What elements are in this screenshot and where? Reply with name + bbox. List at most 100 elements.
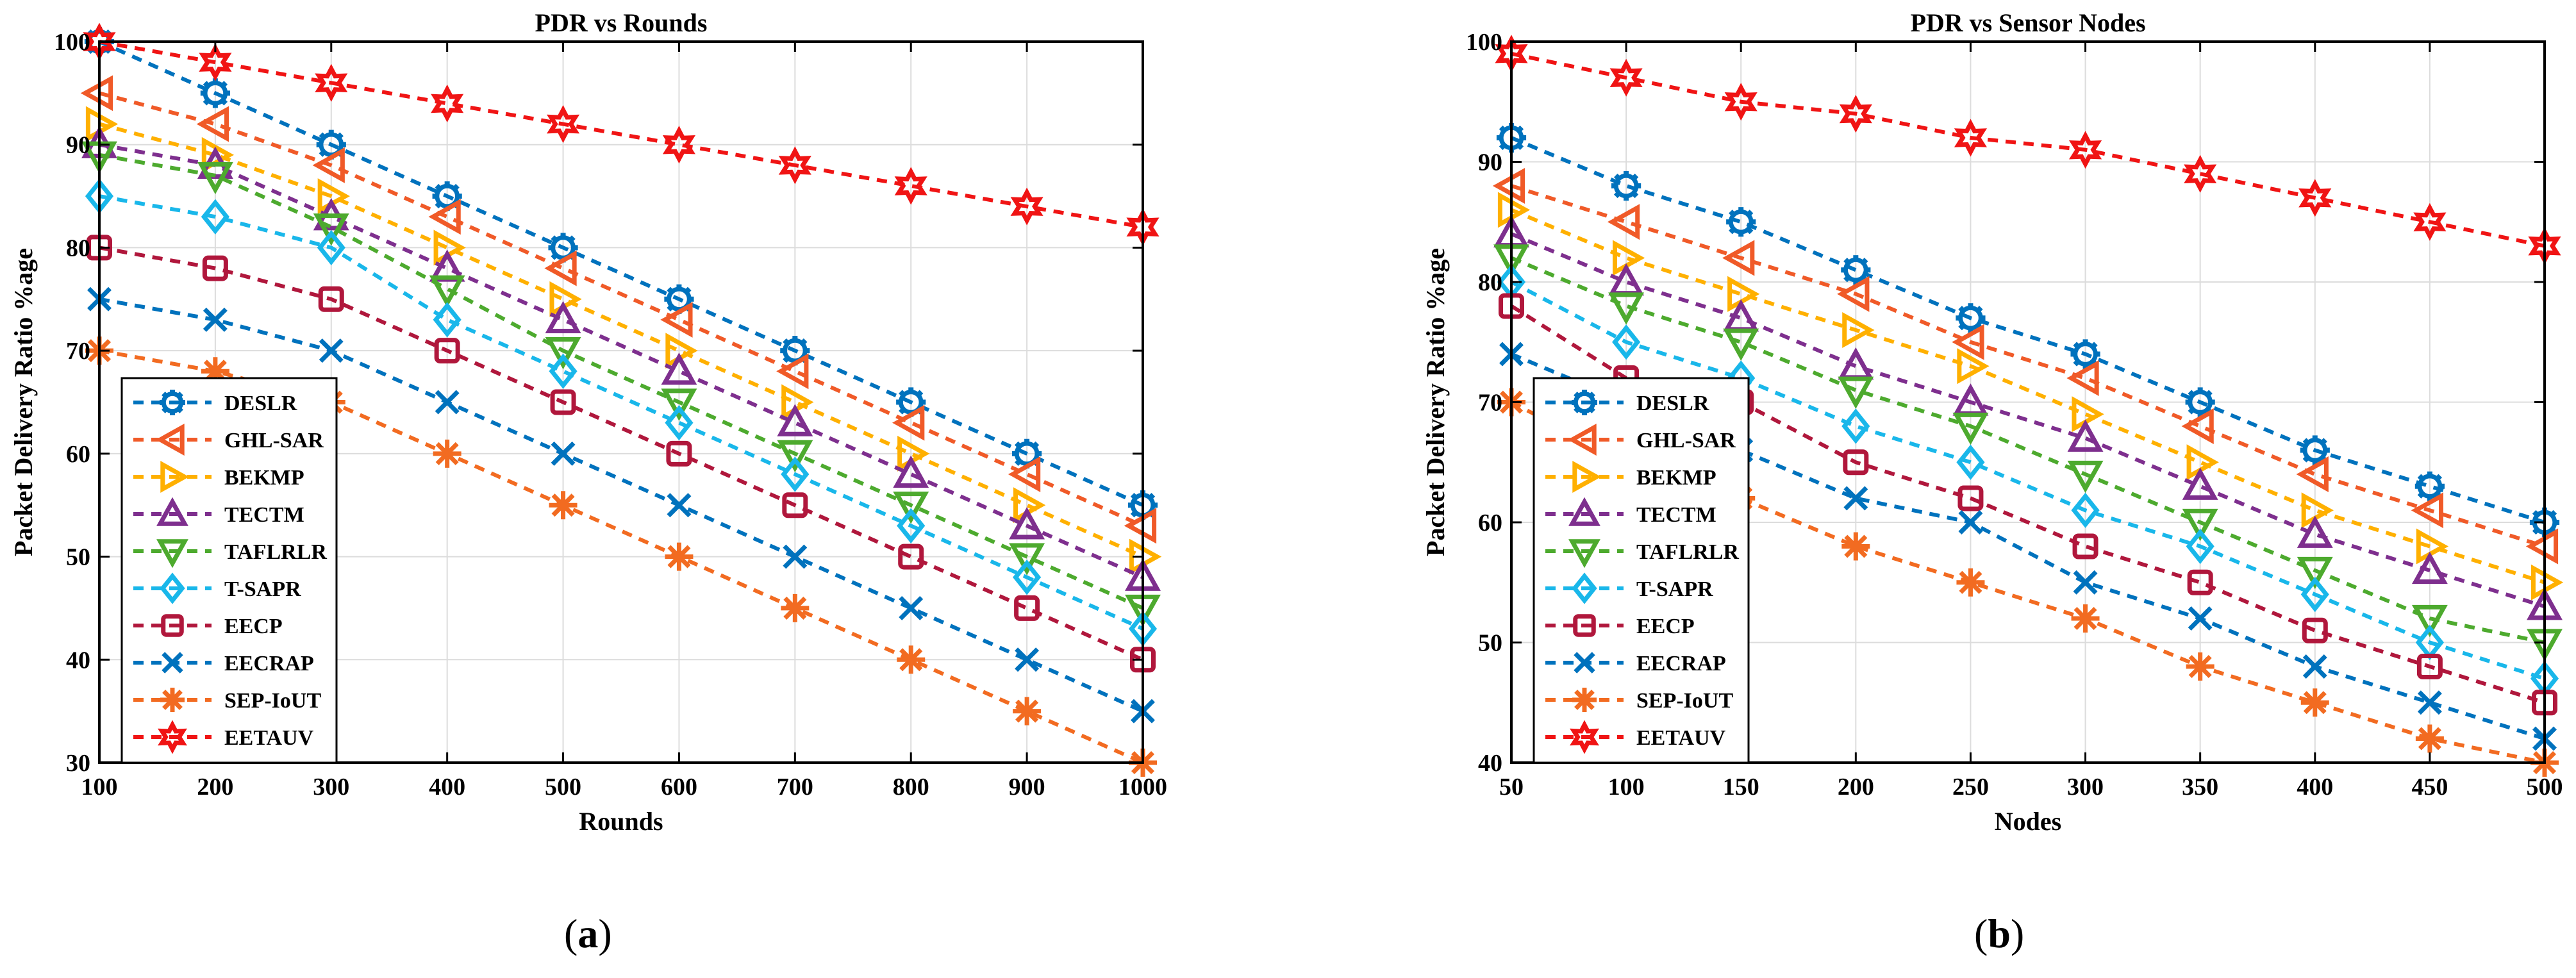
data-point-GHL-SAR (1124, 508, 1157, 544)
y-tick-label: 40 (1478, 750, 1502, 777)
series-EETAUV (1495, 35, 2561, 265)
data-point-TECTM (2411, 551, 2448, 584)
data-point-DESLR-tooth (916, 390, 924, 397)
data-point-DESLR-tooth (1746, 227, 1754, 235)
series-BEKMP (1497, 192, 2564, 601)
data-point-DESLR-tooth (2532, 510, 2539, 517)
legend-marker-EETAUV (158, 720, 187, 754)
data-point-EECRAP (551, 441, 576, 466)
data-point-TAFLRLR (313, 213, 349, 246)
y-tick-label: 30 (66, 750, 90, 777)
data-point-TAFLRLR (197, 162, 233, 195)
data-point-EECRAP (1843, 486, 1868, 511)
data-point-EETAUV (546, 105, 580, 144)
series-line-GHL-SAR (99, 91, 1144, 528)
data-point-GHL-SAR (1837, 276, 1870, 312)
data-point-DESLR-tooth (2417, 474, 2425, 481)
x-axis-label: Nodes (1995, 807, 2061, 836)
data-point-DESLR-tooth (1861, 258, 1868, 265)
legend-marker-GHL-SAR (155, 424, 185, 456)
data-point-DESLR-tooth (453, 183, 460, 191)
series-GHL-SAR (80, 75, 1157, 544)
data-point-EETAUV (431, 84, 464, 122)
legend-label-SEP-IoUT: SEP-IoUT (224, 689, 321, 713)
series-line-T-SAPR (1510, 280, 2545, 681)
legend-label-TECTM: TECTM (224, 503, 304, 527)
data-point-EECRAP (2073, 570, 2098, 595)
data-point-EETAUV (2184, 154, 2217, 193)
legend-marker-DESLR-tooth (162, 392, 169, 399)
legend-marker-EECP (1573, 614, 1596, 637)
data-point-TAFLRLR (2067, 460, 2104, 493)
data-point-DESLR-tooth (2073, 342, 2081, 349)
legend-label-EETAUV: EETAUV (1636, 726, 1726, 750)
data-point-BEKMP (201, 137, 235, 173)
data-point-BEKMP (1727, 276, 1760, 312)
data-point-DESLR-tooth (319, 150, 326, 157)
data-point-DESLR-tooth (1517, 125, 1524, 133)
series-line-SEP-IoUT (99, 349, 1144, 765)
legend-marker-SEP-IoUT (1572, 688, 1597, 712)
data-point-SEP-IoUT (897, 645, 926, 674)
data-point-GHL-SAR (312, 147, 345, 183)
data-point-EECRAP (783, 544, 808, 569)
legend-marker-T-SAPR (1572, 572, 1597, 604)
x-tick-label: 500 (545, 774, 581, 800)
data-point-BEKMP (2186, 444, 2219, 481)
series-line-EETAUV (1511, 51, 2545, 248)
data-point-EECRAP (1015, 647, 1040, 672)
series-line-GHL-SAR (1511, 184, 2545, 549)
data-point-DESLR-tooth (435, 183, 442, 191)
y-tick-label: 60 (1478, 510, 1502, 536)
data-point-TAFLRLR (893, 492, 929, 524)
data-point-DESLR-tooth (667, 286, 674, 294)
data-point-GHL-SAR (2411, 492, 2443, 529)
legend-marker-DESLR-tooth (1574, 392, 1581, 399)
y-tick-label: 50 (1478, 630, 1502, 657)
data-point-DESLR-tooth (2532, 527, 2539, 535)
data-point-T-SAPR (2300, 576, 2329, 613)
legend-label-T-SAPR: T-SAPR (1636, 577, 1713, 601)
data-point-TECTM (2297, 515, 2333, 548)
data-point-DESLR-tooth (1499, 143, 1506, 151)
data-point-DESLR-tooth (2550, 510, 2557, 517)
series-TECTM (81, 126, 1161, 591)
data-point-EECP (782, 492, 808, 518)
data-point-GHL-SAR (660, 301, 693, 338)
data-point-GHL-SAR (1722, 240, 1755, 276)
series-line-BEKMP (99, 122, 1144, 559)
legend-label-EECRAP: EECRAP (1636, 652, 1726, 675)
data-point-EETAUV (1839, 94, 1872, 133)
data-point-EECRAP (203, 307, 228, 332)
data-point-EECP (1014, 595, 1040, 621)
data-point-DESLR-tooth (2435, 474, 2443, 481)
legend-marker-T-SAPR (160, 572, 185, 604)
chart-a: 100 200 300 400 500 600 700 800 900 1000 30 40 50 60 7… (9, 8, 1167, 836)
legend-marker-TECTM (1568, 497, 1600, 526)
data-point-TECTM (777, 404, 813, 436)
data-point-EECP (2302, 617, 2328, 643)
legend-marker-EETAUV (1570, 720, 1599, 754)
data-point-DESLR-tooth (1032, 441, 1040, 449)
data-point-EETAUV (1010, 187, 1043, 226)
data-point-T-SAPR (781, 456, 810, 492)
legend-marker-SEP-IoUT (160, 688, 185, 712)
x-axis-label: Rounds (579, 807, 663, 836)
data-point-TAFLRLR (661, 388, 697, 421)
data-point-DESLR-tooth (2090, 342, 2098, 349)
data-point-DESLR-tooth (1729, 210, 1736, 217)
data-point-EECP (898, 543, 924, 570)
data-point-EECP (2187, 569, 2213, 595)
data-point-T-SAPR (433, 302, 461, 338)
data-point-DESLR-tooth (551, 253, 558, 260)
series-line-EECP (99, 245, 1144, 662)
data-point-BEKMP (1613, 240, 1645, 276)
data-point-DESLR-tooth (1517, 143, 1524, 151)
data-point-DESLR-tooth (783, 356, 790, 363)
x-tick-label: 100 (1608, 774, 1645, 800)
data-point-EECRAP (2188, 606, 2213, 631)
legend-marker-DESLR-tooth (1588, 392, 1595, 399)
data-point-DESLR-tooth (1613, 191, 1621, 199)
y-tick-label: 70 (66, 338, 90, 365)
